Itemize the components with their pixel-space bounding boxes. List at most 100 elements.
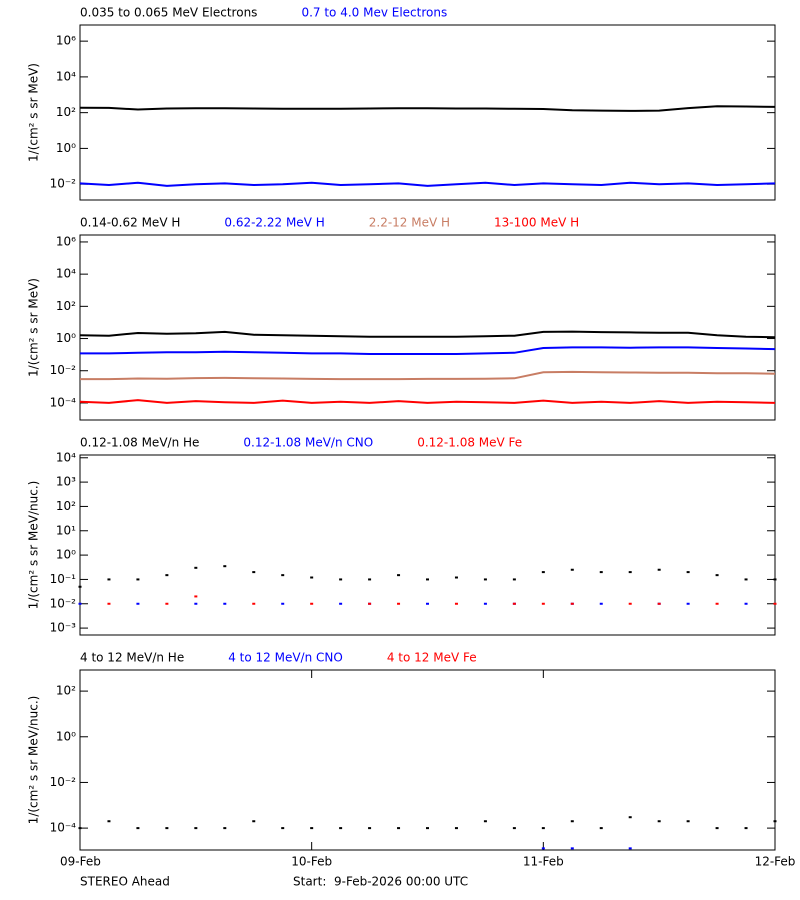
data-point bbox=[426, 827, 429, 830]
data-point bbox=[599, 571, 603, 574]
data-point bbox=[194, 602, 198, 605]
data-point bbox=[628, 816, 632, 819]
data-point bbox=[136, 827, 140, 830]
plot-frame bbox=[79, 24, 776, 201]
y-tick-label: 10³ bbox=[56, 475, 76, 489]
data-point bbox=[310, 576, 314, 579]
data-point bbox=[136, 602, 140, 605]
y-tick-label: 10⁴ bbox=[56, 267, 76, 281]
data-point bbox=[426, 602, 429, 605]
data-point bbox=[252, 571, 256, 574]
data-point bbox=[194, 595, 198, 598]
data-point bbox=[657, 602, 661, 605]
data-point bbox=[165, 827, 169, 830]
x-tick-label: 10-Feb bbox=[291, 855, 332, 869]
y-axis-label: 1/(cm² s sr MeV/nuc.) bbox=[27, 481, 41, 610]
data-point bbox=[136, 578, 140, 581]
data-point bbox=[483, 578, 487, 581]
data-point bbox=[397, 574, 401, 577]
data-point bbox=[541, 827, 545, 830]
data-point bbox=[715, 602, 719, 605]
y-tick-label: 10⁻² bbox=[50, 775, 77, 789]
y-axis-label: 1/(cm² s sr MeV) bbox=[27, 278, 41, 377]
y-tick-label: 10² bbox=[56, 105, 76, 119]
data-point bbox=[252, 820, 256, 823]
data-point bbox=[368, 827, 372, 830]
data-point bbox=[570, 568, 574, 571]
data-point bbox=[454, 576, 458, 579]
data-point bbox=[281, 574, 285, 577]
data-point bbox=[426, 578, 429, 581]
data-point bbox=[744, 602, 748, 605]
data-point bbox=[686, 571, 690, 574]
data-point bbox=[715, 574, 719, 577]
legend-entry: 4 to 12 MeV/n He bbox=[80, 651, 184, 665]
y-tick-label: 10⁻² bbox=[50, 177, 77, 191]
data-point bbox=[541, 847, 545, 850]
legend-entry: 0.12-1.08 MeV/n He bbox=[80, 436, 199, 450]
data-point bbox=[368, 578, 372, 581]
series-line bbox=[79, 105, 776, 112]
data-point bbox=[310, 827, 314, 830]
data-point bbox=[165, 602, 169, 605]
series-line bbox=[80, 370, 776, 381]
data-point bbox=[483, 602, 487, 605]
y-tick-label: 10² bbox=[56, 499, 76, 513]
spacecraft-label: STEREO Ahead bbox=[80, 875, 170, 889]
y-axis-label: 1/(cm² s sr MeV) bbox=[27, 63, 41, 162]
data-point bbox=[107, 820, 111, 823]
data-point bbox=[599, 602, 603, 605]
data-point bbox=[368, 602, 372, 605]
y-axis-label: 1/(cm² s sr MeV/nuc.) bbox=[27, 696, 41, 825]
start-label: Start: 9-Feb-2026 00:00 UTC bbox=[293, 875, 468, 889]
data-point bbox=[628, 602, 632, 605]
data-point bbox=[657, 820, 661, 823]
data-point bbox=[252, 602, 256, 605]
series-line bbox=[79, 330, 776, 339]
data-point bbox=[281, 827, 285, 830]
data-point bbox=[78, 827, 82, 830]
x-tick-label: 09-Feb bbox=[60, 855, 101, 869]
data-point bbox=[599, 827, 603, 830]
series-line bbox=[80, 346, 776, 355]
data-point bbox=[570, 847, 574, 850]
data-point bbox=[397, 827, 401, 830]
data-point bbox=[223, 827, 227, 830]
data-point bbox=[483, 820, 487, 823]
data-point bbox=[339, 578, 343, 581]
legend-entry: 2.2-12 MeV H bbox=[369, 216, 450, 230]
y-tick-label: 10⁻² bbox=[50, 363, 77, 377]
legend-entry: 0.035 to 0.065 MeV Electrons bbox=[80, 6, 257, 20]
data-point bbox=[657, 568, 661, 571]
data-point bbox=[512, 578, 516, 581]
plot-frame bbox=[79, 669, 776, 851]
x-tick-label: 12-Feb bbox=[755, 855, 796, 869]
data-point bbox=[512, 602, 516, 605]
y-tick-label: 10⁴ bbox=[56, 69, 76, 83]
data-point bbox=[107, 602, 111, 605]
legend-entry: 0.12-1.08 MeV Fe bbox=[417, 436, 522, 450]
y-tick-label: 10⁰ bbox=[56, 141, 76, 155]
data-point bbox=[686, 602, 690, 605]
data-point bbox=[628, 847, 632, 850]
legend-entry: 4 to 12 MeV Fe bbox=[387, 651, 477, 665]
data-point bbox=[512, 827, 516, 830]
data-point bbox=[686, 820, 690, 823]
data-point bbox=[454, 827, 458, 830]
data-point bbox=[773, 578, 777, 581]
data-point bbox=[773, 602, 777, 605]
series-line bbox=[79, 181, 776, 187]
data-point bbox=[339, 602, 343, 605]
x-tick-label: 11-Feb bbox=[523, 855, 564, 869]
data-point bbox=[715, 827, 719, 830]
data-point bbox=[397, 602, 401, 605]
legend-entry: 0.14-0.62 MeV H bbox=[80, 216, 180, 230]
y-tick-label: 10⁻¹ bbox=[50, 572, 77, 586]
data-point bbox=[165, 574, 169, 577]
y-tick-label: 10⁰ bbox=[56, 729, 76, 743]
data-point bbox=[454, 602, 458, 605]
data-point bbox=[223, 602, 227, 605]
legend-entry: 0.12-1.08 MeV/n CNO bbox=[243, 436, 373, 450]
plot-frame bbox=[79, 454, 776, 636]
